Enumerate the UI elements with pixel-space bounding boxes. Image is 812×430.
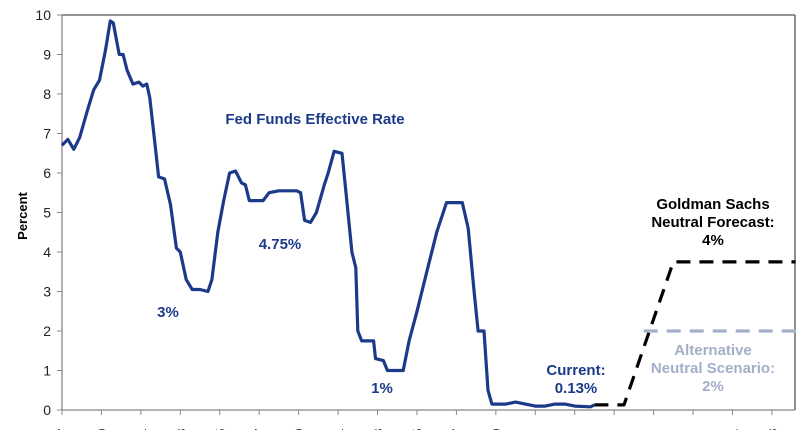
annotation-gs-forecast: 4% xyxy=(702,232,724,249)
annotation-fed-funds: Fed Funds Effective Rate xyxy=(225,111,404,128)
y-tick-label: 6 xyxy=(43,165,51,181)
annotation-current: Current: xyxy=(546,362,605,379)
series-group xyxy=(60,19,796,409)
x-axis: 878991939597990103050709135792123 xyxy=(55,410,780,430)
annotation-alt-scenario: 2% xyxy=(702,378,724,395)
y-tick-label: 2 xyxy=(43,323,51,339)
annotations: Fed Funds Effective Rate 3% 4.75% 1% Current… xyxy=(157,111,775,397)
x-tick-label: 01 xyxy=(331,429,346,430)
y-tick-label: 10 xyxy=(35,7,51,23)
x-tick-label: 95 xyxy=(213,429,228,430)
x-tick-label: 09 xyxy=(489,429,504,430)
y-tick-label: 4 xyxy=(43,244,51,260)
y-axis: 0 1 2 3 4 5 6 7 8 9 10 xyxy=(35,7,62,418)
annotation-low-1: 1% xyxy=(371,380,393,397)
x-tick-label: 07 xyxy=(449,429,464,430)
annotation-current: 0.13% xyxy=(555,380,598,397)
annotation-gs-forecast: Neutral Forecast: xyxy=(651,214,774,231)
x-tick-label: 03 xyxy=(371,429,386,430)
x-tick-label: 93 xyxy=(173,429,188,430)
annotation-low-475: 4.75% xyxy=(259,236,302,253)
y-tick-label: 5 xyxy=(43,205,51,221)
x-tick-label: 05 xyxy=(410,429,425,430)
x-tick-label: 97 xyxy=(252,429,267,430)
y-tick-label: 8 xyxy=(43,86,51,102)
y-tick-label: 9 xyxy=(43,47,51,63)
x-tick-label: 87 xyxy=(55,429,70,430)
annotation-alt-scenario: Alternative xyxy=(674,342,752,359)
annotation-alt-scenario: Neutral Scenario: xyxy=(651,360,775,377)
y-tick-label: 0 xyxy=(43,402,51,418)
annotation-low-3: 3% xyxy=(157,304,179,321)
fed-funds-line xyxy=(60,19,596,409)
x-tick-label: 91 xyxy=(134,429,149,430)
y-axis-label: Percent xyxy=(15,191,30,239)
annotation-gs-forecast: Goldman Sachs xyxy=(656,196,769,213)
x-tick-label: 99 xyxy=(292,429,307,430)
y-tick-label: 7 xyxy=(43,126,51,142)
goldman-forecast-line xyxy=(594,260,796,407)
y-tick-label: 3 xyxy=(43,284,51,300)
x-tick-label: 89 xyxy=(94,429,109,430)
x-tick-label: 21 xyxy=(725,429,740,430)
x-tick-label: 23 xyxy=(765,429,780,430)
y-tick-label: 1 xyxy=(43,363,51,379)
